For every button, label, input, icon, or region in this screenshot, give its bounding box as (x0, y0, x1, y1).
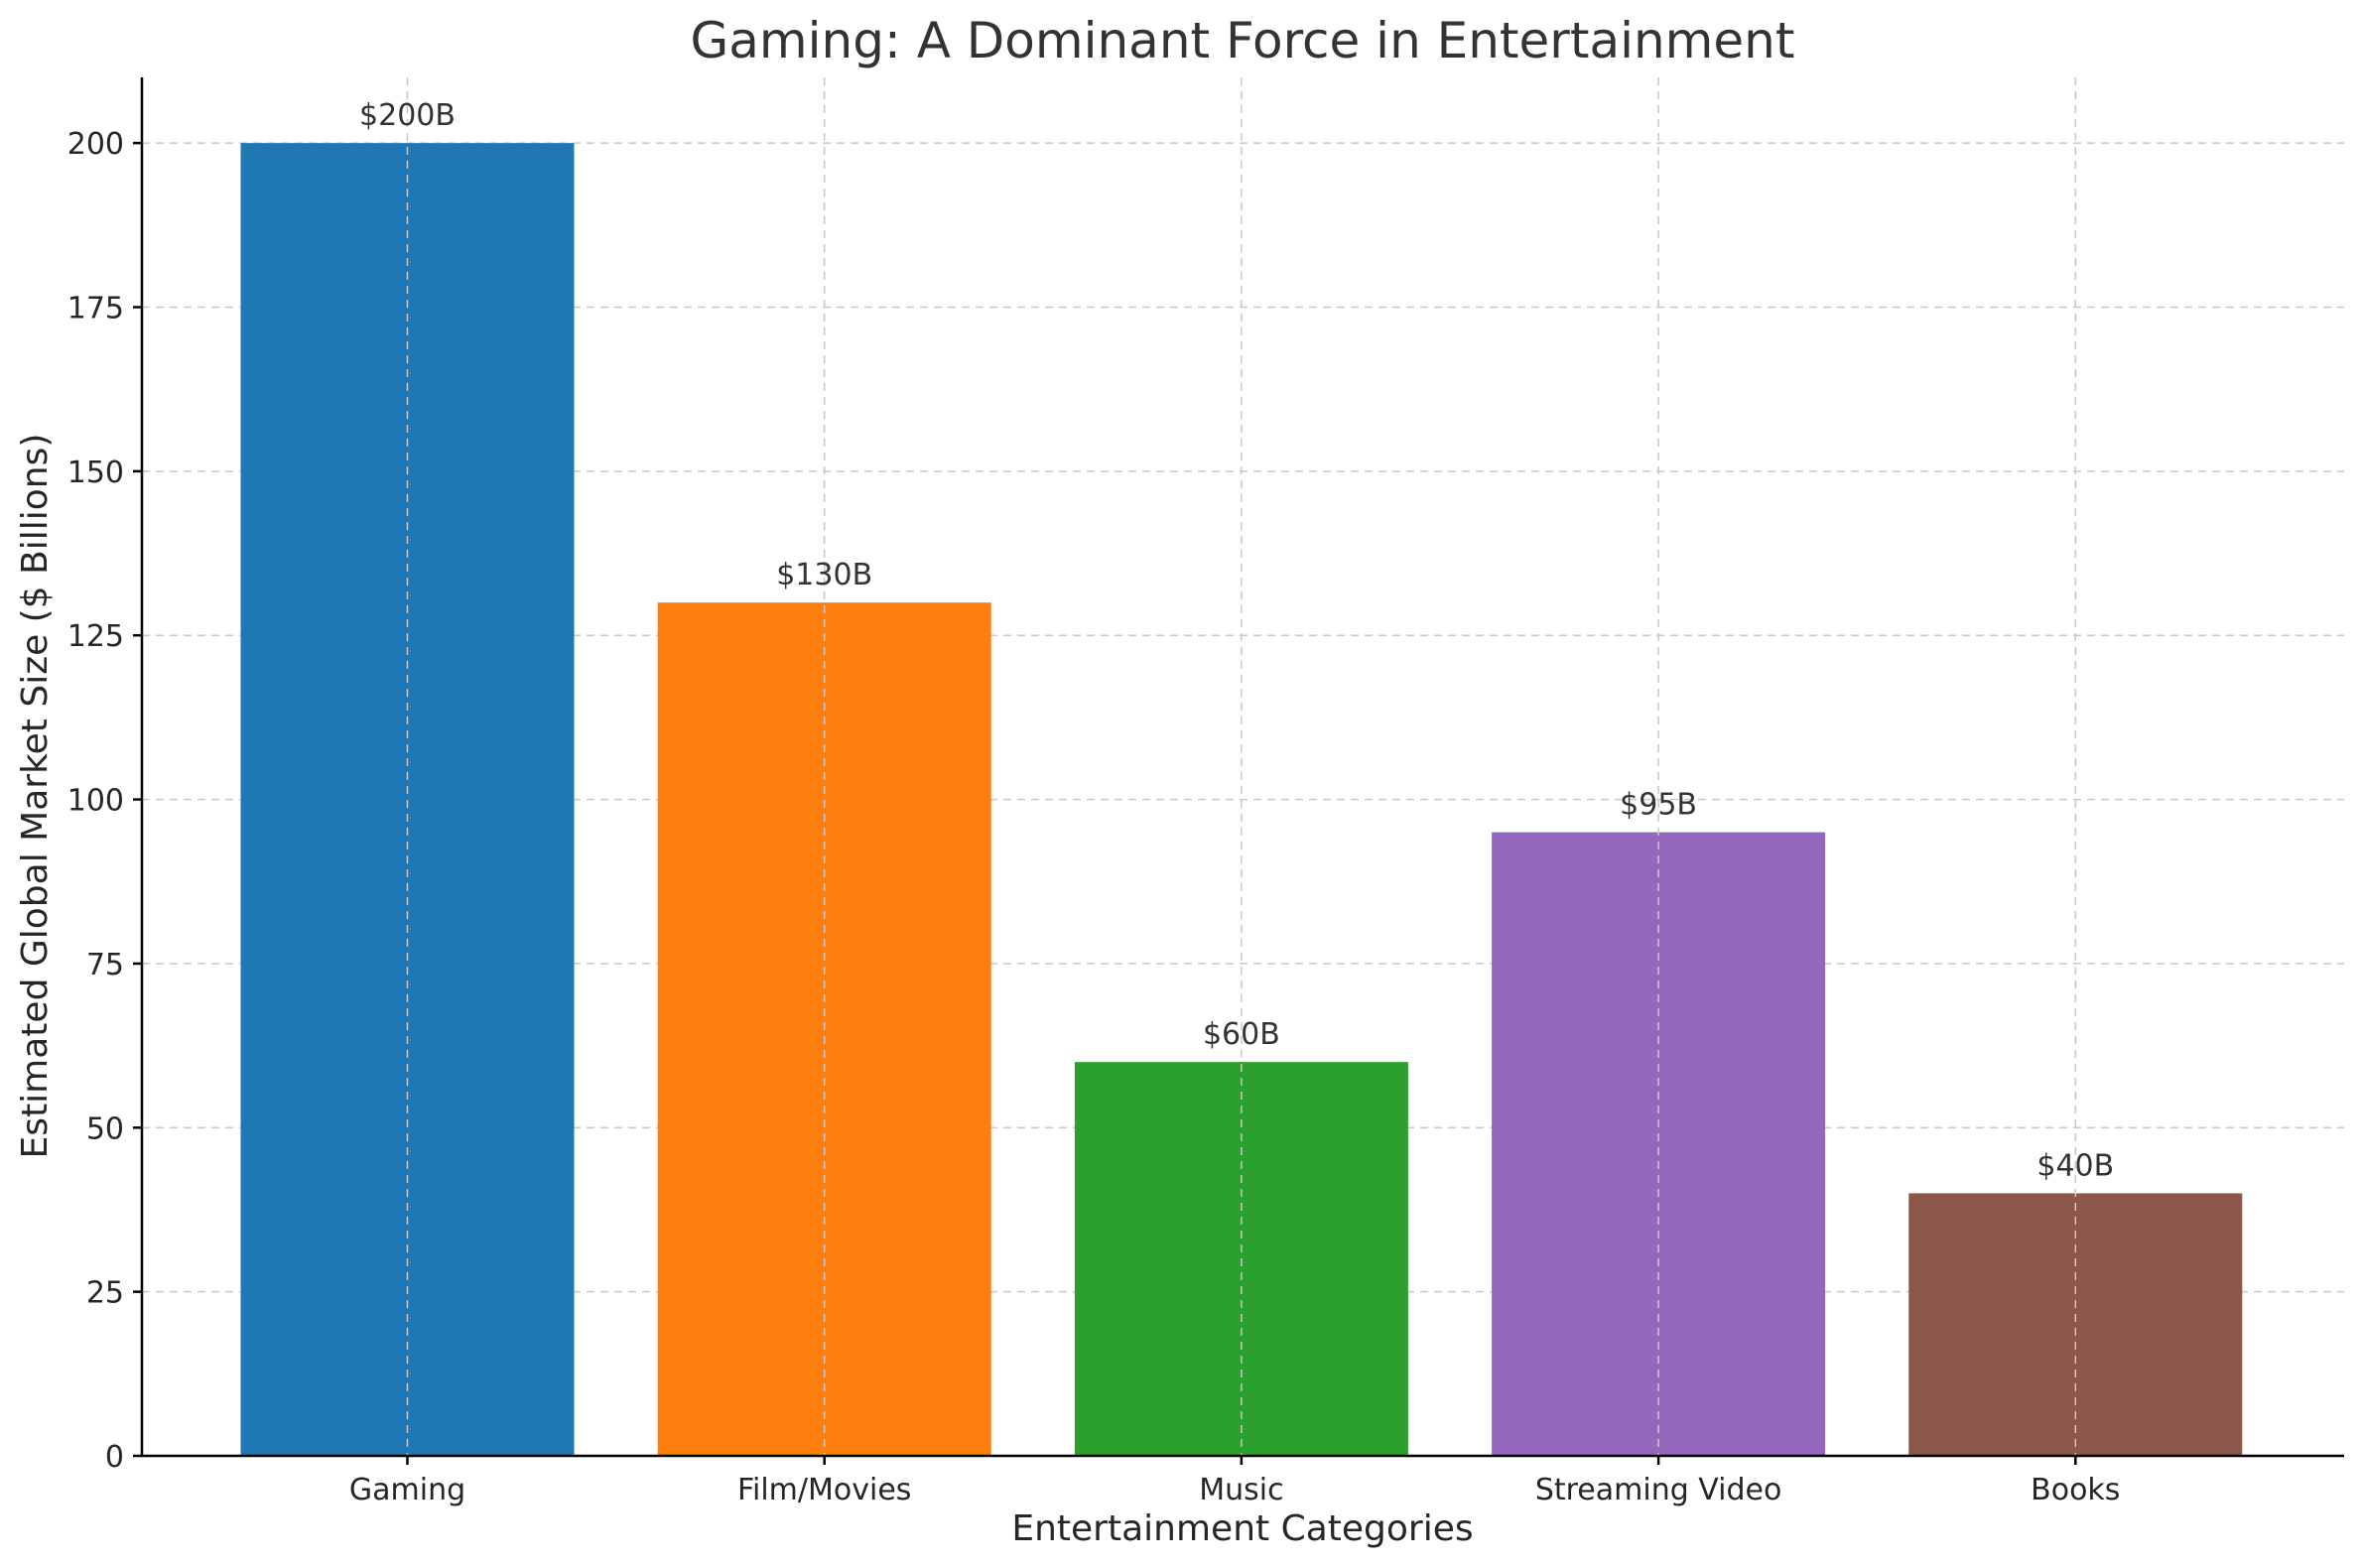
bar-value-label-4: $40B (2036, 1148, 2114, 1183)
y-tick-label-100: 100 (67, 784, 124, 819)
y-tick-label-175: 175 (67, 292, 124, 327)
x-tick-label-3: Streaming Video (1535, 1473, 1782, 1507)
x-tick-label-1: Film/Movies (737, 1473, 912, 1507)
x-axis-label: Entertainment Categories (1011, 1508, 1473, 1549)
x-tick-label-0: Gaming (349, 1473, 465, 1507)
chart-title: Gaming: A Dominant Force in Entertainmen… (691, 12, 1795, 69)
gridlines-front (406, 77, 2077, 1456)
bar-value-label-3: $95B (1620, 788, 1697, 823)
y-tick-label-125: 125 (67, 619, 124, 654)
y-tick-label-0: 0 (105, 1440, 124, 1475)
y-axis-label: Estimated Global Market Size ($ Billions… (15, 434, 56, 1159)
bar-value-label-0: $200B (359, 98, 456, 133)
y-tick-label-25: 25 (86, 1276, 124, 1311)
y-tick-label-50: 50 (86, 1111, 124, 1146)
bar-value-label-2: $60B (1203, 1017, 1280, 1052)
y-tick-label-75: 75 (86, 948, 124, 982)
y-tick-label-200: 200 (67, 127, 124, 162)
bar-value-labels: $200B $130B $60B $95B $40B (359, 98, 2114, 1183)
x-tick-label-2: Music (1199, 1473, 1283, 1507)
bar-streaming-video (1492, 832, 1826, 1456)
x-tick-label-4: Books (2031, 1473, 2120, 1507)
y-tick-label-150: 150 (67, 456, 124, 490)
axes: 0 25 50 75 100 125 150 175 200 Gaming Film/Movies M… (67, 77, 2344, 1507)
bar-value-label-1: $130B (776, 558, 872, 592)
